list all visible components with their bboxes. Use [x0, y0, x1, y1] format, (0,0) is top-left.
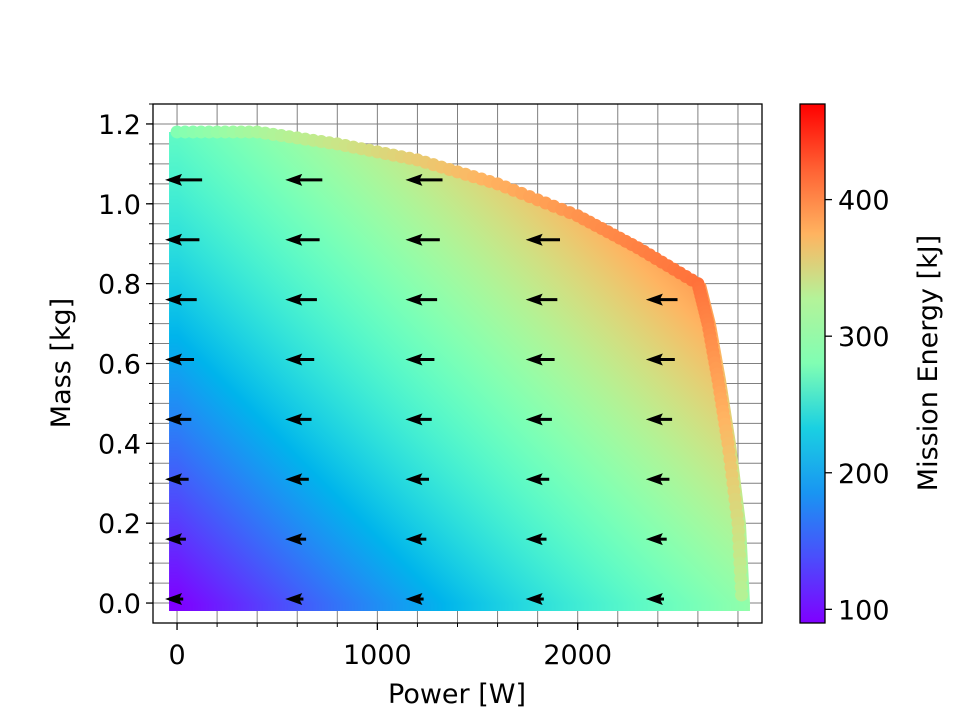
gradient-arrow	[285, 413, 312, 426]
gradient-arrow	[645, 473, 670, 486]
gradient-arrow	[165, 533, 186, 546]
gradient-arrow	[525, 293, 558, 306]
x-axis-label: Power [W]	[388, 679, 526, 710]
gradient-arrow	[525, 593, 544, 606]
gradient-arrow	[405, 233, 440, 246]
gradient-arrow	[285, 533, 307, 546]
y-tick-label: 0.4	[98, 429, 141, 460]
gradient-arrow	[405, 413, 432, 426]
y-tick-label: 1.2	[98, 110, 141, 141]
colorbar-ticks: 100 200 300 400	[825, 186, 890, 626]
gradient-arrow	[525, 533, 547, 546]
gradient-arrow	[405, 593, 424, 606]
y-axis: 0.0 0.2 0.4 0.6 0.8 1.0 1.2	[98, 103, 153, 620]
gradient-arrow	[165, 353, 195, 366]
gradient-arrows	[165, 173, 678, 606]
colorbar-tick-label: 300	[838, 322, 890, 353]
x-tick-label: 1000	[343, 640, 412, 671]
gradient-arrow	[165, 233, 200, 246]
y-tick-label: 0.2	[98, 509, 141, 540]
gradient-arrow	[525, 413, 552, 426]
gradient-arrow	[645, 413, 673, 426]
y-tick-label: 0.0	[98, 589, 141, 620]
x-tick-label: 0	[168, 640, 185, 671]
y-tick-label: 1.0	[98, 190, 141, 221]
gradient-arrow	[165, 593, 184, 606]
gradient-arrow	[405, 353, 435, 366]
x-tick-label: 2000	[543, 640, 612, 671]
gradient-arrow	[165, 413, 192, 426]
x-axis: 0 1000 2000	[168, 623, 739, 671]
gradient-arrow	[285, 293, 317, 306]
gradient-arrow	[405, 293, 438, 306]
colorbar: 100 200 300 400 Mission Energy [kJ]	[799, 103, 944, 626]
energy-field	[169, 131, 750, 612]
y-tick-label: 0.6	[98, 350, 141, 381]
gradient-arrow	[285, 173, 323, 186]
gradient-arrow	[645, 533, 667, 546]
gradient-arrow	[405, 533, 427, 546]
colorbar-gradient	[799, 103, 826, 624]
gradient-arrow	[525, 353, 555, 366]
boundary-point	[735, 588, 749, 602]
gradient-arrow	[645, 293, 678, 306]
gradient-arrow	[285, 473, 309, 486]
gradient-arrow	[165, 173, 203, 186]
gradient-arrow	[645, 593, 665, 606]
gradient-arrow	[285, 233, 320, 246]
gradient-arrow	[285, 353, 315, 366]
y-tick-label: 0.8	[98, 270, 141, 301]
gradient-arrow	[645, 353, 675, 366]
gradient-arrow	[525, 233, 561, 246]
gradient-arrow	[525, 473, 550, 486]
gradient-arrow	[285, 593, 304, 606]
feasible-boundary-dots	[170, 125, 749, 602]
colorbar-tick-label: 400	[838, 186, 890, 217]
colorbar-tick-label: 200	[838, 459, 890, 490]
colorbar-tick-label: 100	[838, 595, 890, 626]
gradient-arrow	[165, 293, 197, 306]
gradient-arrow	[405, 173, 443, 186]
gradient-arrow	[405, 473, 430, 486]
gradient-arrow	[165, 473, 189, 486]
colorbar-label: Mission Energy [kJ]	[913, 235, 944, 491]
y-axis-label: Mass [kg]	[46, 298, 77, 428]
